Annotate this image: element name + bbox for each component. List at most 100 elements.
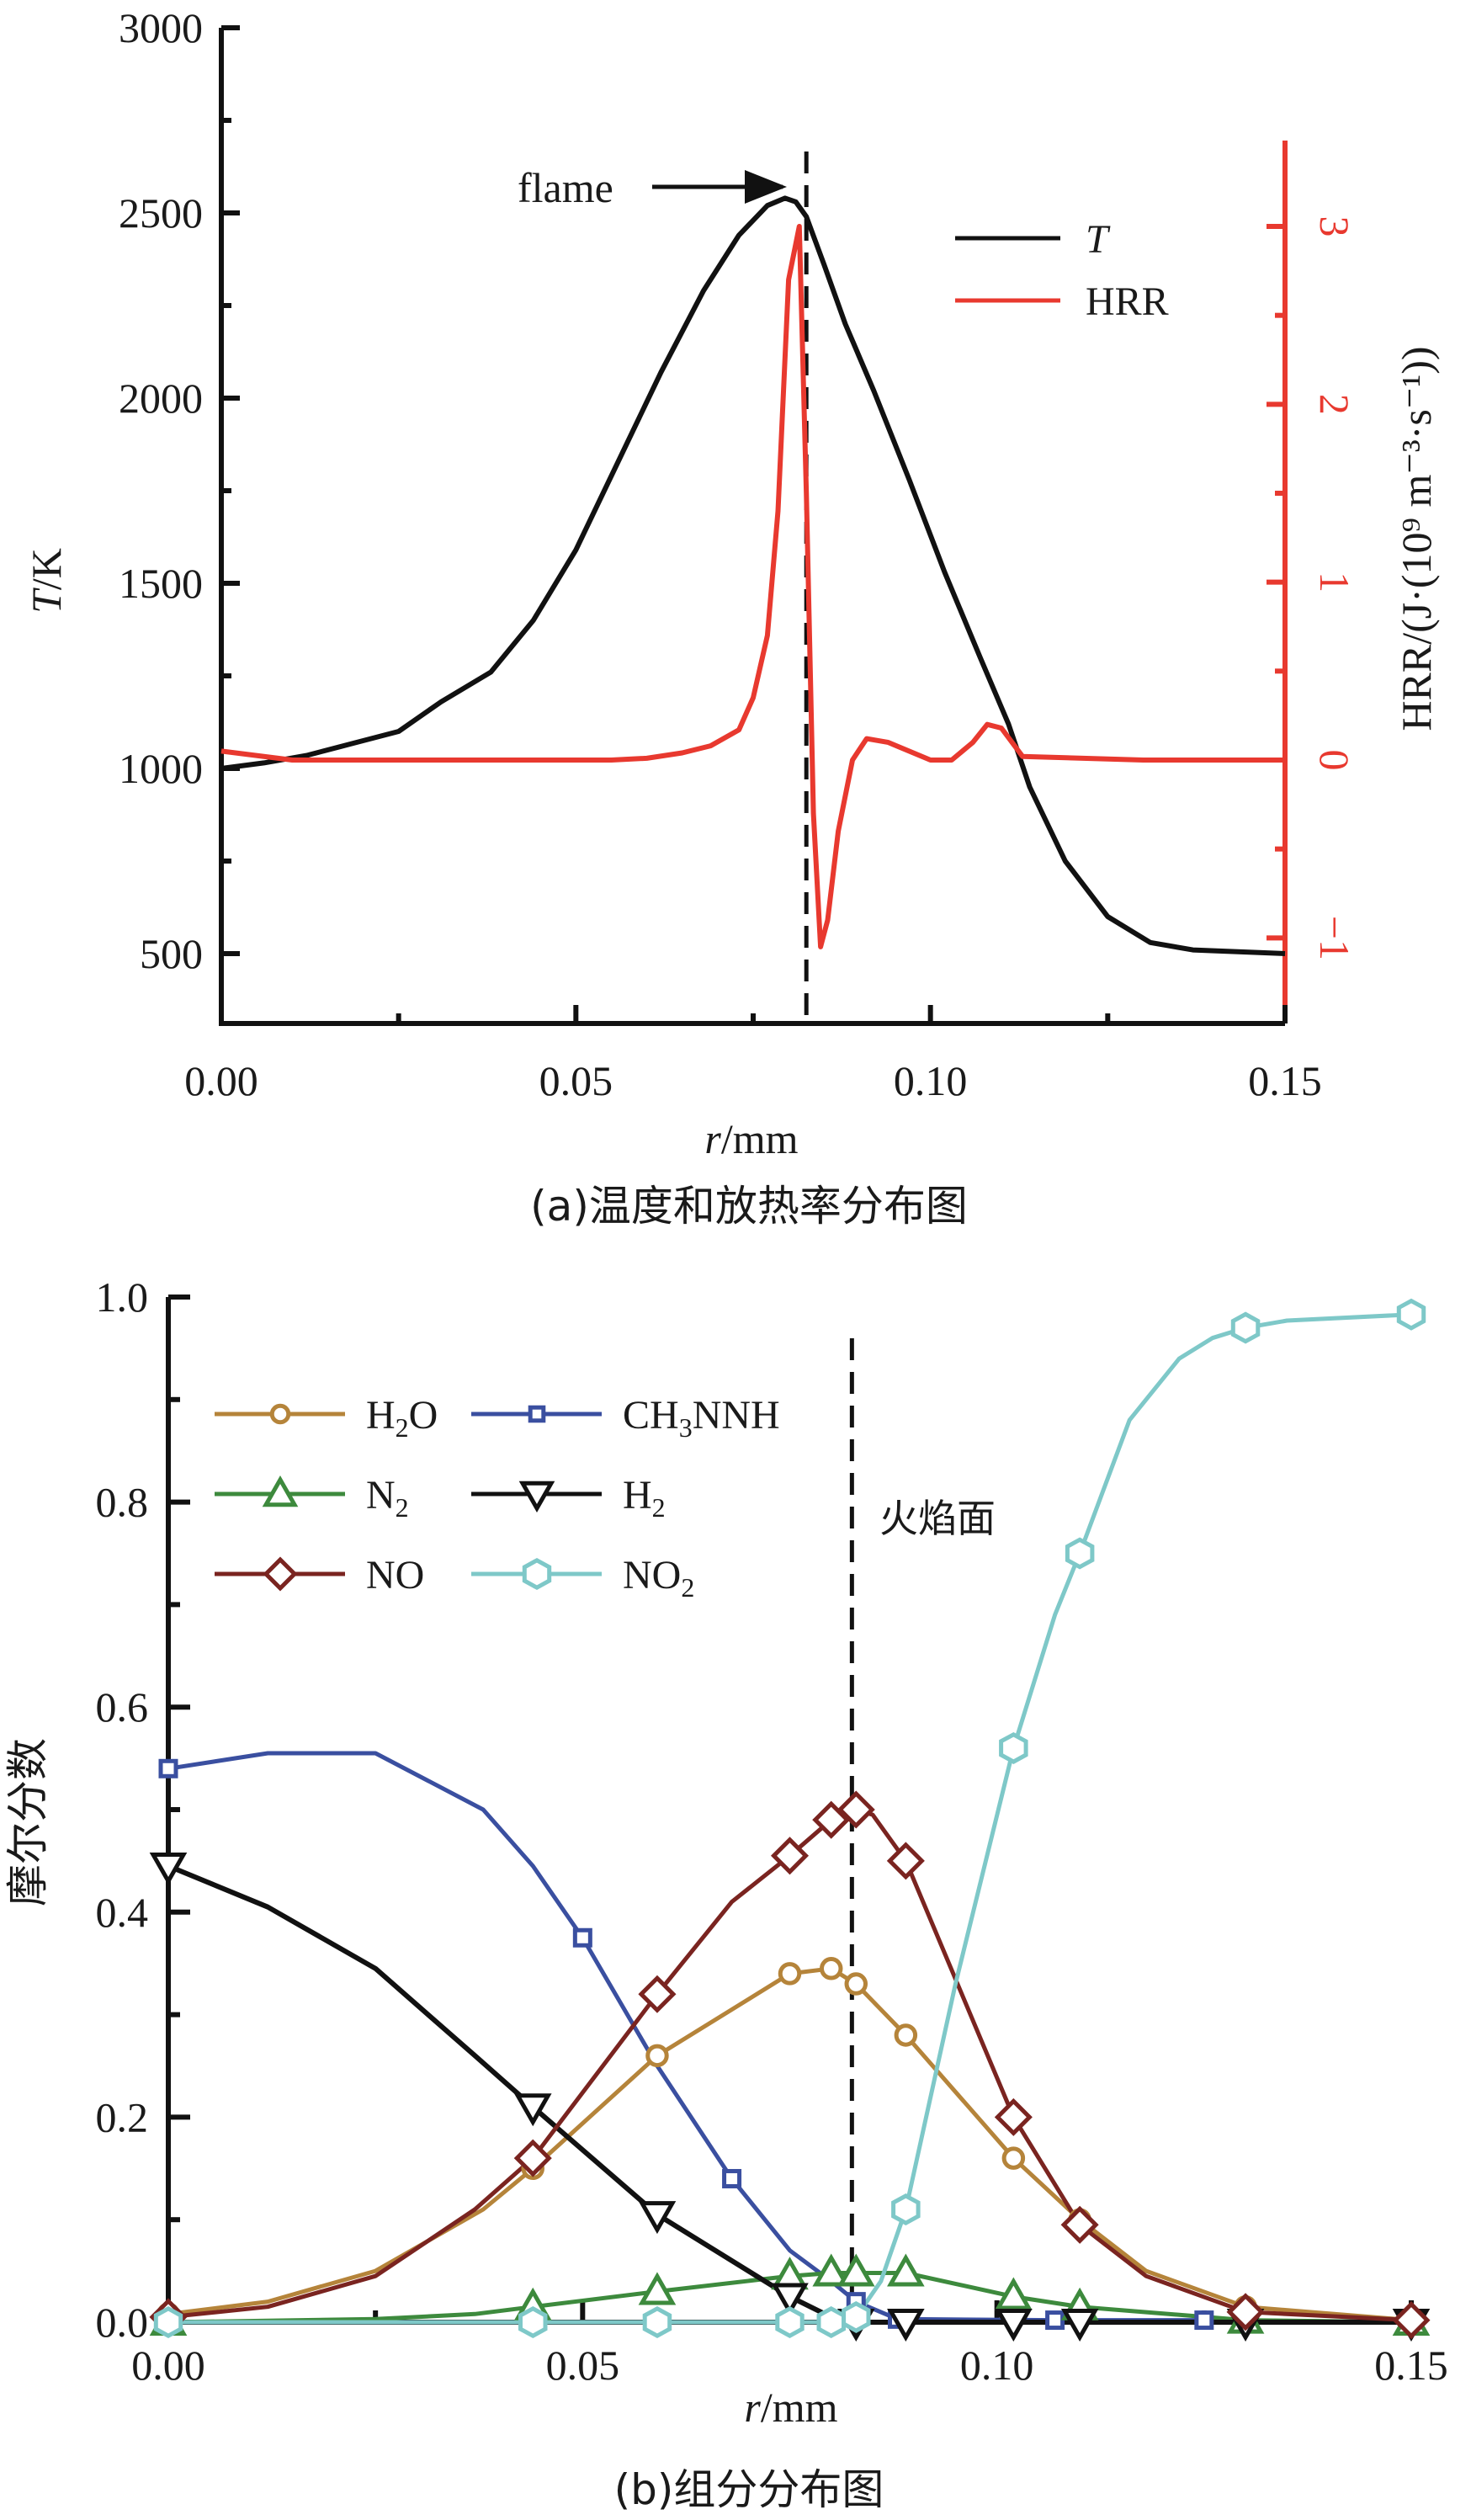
panel-b-x-tick-label: 0.15 [1374, 2342, 1448, 2389]
panel-a-y-tick-label: 2000 [119, 375, 203, 422]
legend-item-h2o: H2O [215, 1393, 438, 1443]
data-point-ch3nnh [1045, 2310, 1065, 2331]
data-point-ch3nnh [1194, 2310, 1214, 2331]
panel-b-y-tick-label: 0.6 [96, 1683, 149, 1731]
data-point-no [513, 2139, 552, 2177]
legend-marker-hexagon [522, 1557, 552, 1591]
data-point-h2 [995, 2309, 1033, 2342]
data-point-no2 [775, 2305, 805, 2339]
data-point-h2 [638, 2201, 677, 2235]
data-point-no2 [1230, 1311, 1261, 1344]
data-point-no [886, 1842, 925, 1880]
data-point-no [994, 2097, 1033, 2136]
legend-label: N2 [366, 1473, 409, 1523]
data-point-h2o [894, 2023, 918, 2047]
panel-a-axes [219, 25, 1288, 1026]
legend-item-no: NO [215, 1553, 424, 1598]
data-point-h2 [1060, 2309, 1099, 2342]
panel-b-legend: H2O CH3NNH N2 H2 NO NO2 [215, 1393, 780, 1603]
data-point-no2 [842, 2300, 871, 2333]
data-point-h2o [778, 1962, 802, 1986]
data-point-no2 [999, 1731, 1028, 1764]
data-point-n2 [812, 2253, 851, 2287]
series-line-h2 [167, 1863, 1411, 2325]
panel-a-x-tick-label: 0.05 [539, 1057, 613, 1104]
panel-a-y-tick-label: 1000 [119, 745, 203, 792]
panel-a-temperature-hrr: 500 1000 1500 2000 2500 3000 0.00 0.05 0.10 0.15 −… [23, 4, 1440, 1231]
panel-b-y-tick-label: 1.0 [96, 1273, 149, 1321]
panel-a-y-tick-label: 1500 [119, 560, 203, 607]
panel-a-y2-tick-label: 2 [1311, 394, 1358, 415]
panel-b-flame-annotation: 火焰面 [879, 1496, 996, 1541]
panel-b-series [149, 1298, 1431, 2342]
panel-b-species: 0.0 0.2 0.4 0.6 0.8 1.0 0.00 0.05 0.10 0.15 火焰面 H… [3, 1273, 1448, 2514]
series-line-t [220, 195, 1286, 956]
data-point-h2o [844, 1972, 868, 1996]
panel-a-y-tick-label: 3000 [119, 4, 203, 51]
data-point-h2 [149, 1852, 188, 1886]
data-point-h2o [1001, 2146, 1026, 2170]
data-point-no2 [816, 2305, 846, 2339]
panel-b-y-tick-label: 0.8 [96, 1479, 149, 1526]
data-point-no2 [1396, 1298, 1426, 1331]
panel-a-x-tick-label: 0.10 [894, 1057, 968, 1104]
panel-a-y2-axis-title: HRR/(J·(10⁹ m⁻³·s⁻¹)) [1393, 346, 1440, 731]
legend-marker-triangle-up [262, 1475, 299, 1507]
panel-b-y-axis-title: 摩尔分数 [3, 1738, 52, 1906]
panel-b-x-tick-label: 0.10 [960, 2342, 1034, 2389]
panel-a-x-axis-title: r/mm [704, 1115, 798, 1162]
panel-a-y2-tick-label: 0 [1311, 750, 1358, 771]
data-point-h2o [645, 2044, 669, 2068]
legend-label: NO2 [623, 1553, 694, 1603]
panel-a-series [220, 195, 1286, 956]
data-point-n2 [836, 2253, 875, 2287]
panel-a-y-axis-title: T/K [23, 548, 70, 614]
panel-a-y2-tick-label: 1 [1311, 572, 1358, 593]
panel-a-x-tick-label: 0.15 [1248, 1057, 1322, 1104]
data-point-no [836, 1790, 875, 1829]
data-point-h2 [771, 2283, 809, 2316]
data-point-h2o [819, 1957, 843, 1980]
data-point-h2 [887, 2309, 925, 2342]
panel-b-x-tick-label: 0.05 [546, 2342, 620, 2389]
legend-label-t: T [1086, 217, 1111, 262]
legend-label: H2 [623, 1473, 666, 1523]
legend-marker-square [528, 1405, 546, 1423]
data-point-ch3nnh [572, 1927, 592, 1948]
data-point-no2 [1065, 1537, 1095, 1570]
data-point-no [638, 1975, 677, 2013]
legend-item-no2: NO2 [471, 1553, 694, 1603]
data-point-no [1392, 2301, 1431, 2340]
data-point-no2 [518, 2305, 548, 2339]
data-point-no [770, 1837, 810, 1875]
panel-a-caption: (a)温度和放热率分布图 [530, 1182, 968, 1231]
data-point-no2 [153, 2305, 183, 2339]
legend-label: H2O [366, 1393, 438, 1443]
data-point-n2 [638, 2272, 677, 2305]
legend-item-n2: N2 [215, 1473, 409, 1523]
series-line-hrr [220, 224, 1285, 949]
legend-item-ch3nnh: CH3NNH [471, 1393, 780, 1443]
panel-b-x-tick-label: 0.00 [131, 2342, 205, 2389]
panel-a-y-tick-label: 500 [140, 930, 203, 977]
legend-label: NO [366, 1553, 424, 1598]
panel-b-tick-labels: 0.0 0.2 0.4 0.6 0.8 1.0 0.00 0.05 0.10 0.15 [96, 1273, 1448, 2389]
panel-a-flame-annotation: flame [518, 164, 613, 211]
legend-label-hrr: HRR [1086, 279, 1169, 324]
data-point-h2 [513, 2093, 552, 2127]
panel-a-y2-tick-label: −1 [1311, 916, 1358, 960]
panel-b-x-axis-title: r/mm [744, 2384, 837, 2431]
data-point-n2 [887, 2253, 925, 2287]
panel-a-y-tick-label: 2500 [119, 189, 203, 237]
data-point-n2 [995, 2277, 1033, 2310]
data-point-no [1226, 2293, 1265, 2331]
data-point-no [812, 1800, 851, 1839]
legend-item-h2: H2 [471, 1473, 666, 1523]
data-point-no [1060, 2205, 1099, 2244]
panel-a-x-tick-label: 0.00 [184, 1057, 258, 1104]
legend-marker-circle [269, 1403, 291, 1425]
legend-marker-diamond [263, 1556, 298, 1592]
panel-b-axes [166, 1295, 1414, 2325]
panel-a-y2-tick-label: 3 [1311, 216, 1358, 237]
